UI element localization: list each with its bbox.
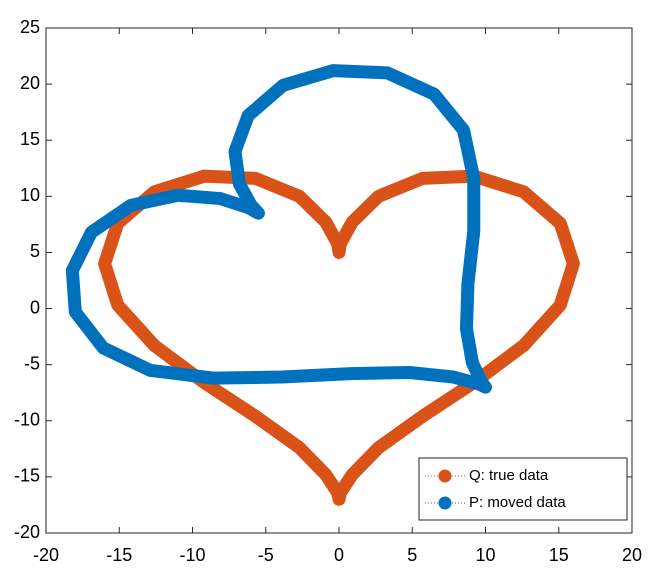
plot-frame <box>45 27 633 534</box>
legend-marker <box>438 469 452 483</box>
legend-label: P: moved data <box>469 494 566 511</box>
data-line <box>65 64 492 394</box>
x-tick-label: 20 <box>622 545 642 565</box>
legend-box <box>418 457 628 521</box>
x-tick-label: 5 <box>407 545 417 565</box>
y-tick-label: -20 <box>14 522 40 542</box>
x-tick-label: -15 <box>106 545 132 565</box>
y-tick-label: -15 <box>14 466 40 486</box>
x-tick-label: -10 <box>179 545 205 565</box>
y-tick-label: 20 <box>20 73 40 93</box>
x-tick-label: -5 <box>258 545 274 565</box>
legend-marker <box>438 496 452 510</box>
x-tick-label: 10 <box>475 545 495 565</box>
legend-label: Q: true data <box>469 467 549 484</box>
plot-area <box>46 28 632 533</box>
y-tick-label: 5 <box>30 241 40 261</box>
y-tick-label: 10 <box>20 185 40 205</box>
legend: Q: true data P: moved data <box>418 457 628 521</box>
y-tick-label: 15 <box>20 129 40 149</box>
x-tick-label: 15 <box>549 545 569 565</box>
y-tick-label: 25 <box>20 17 40 37</box>
y-tick-label: 0 <box>30 297 40 317</box>
data-line <box>98 169 580 506</box>
y-tick-label: -10 <box>14 410 40 430</box>
y-tick-label: -5 <box>24 353 40 373</box>
x-tick-label: -20 <box>33 545 59 565</box>
x-tick-label: 0 <box>334 545 344 565</box>
